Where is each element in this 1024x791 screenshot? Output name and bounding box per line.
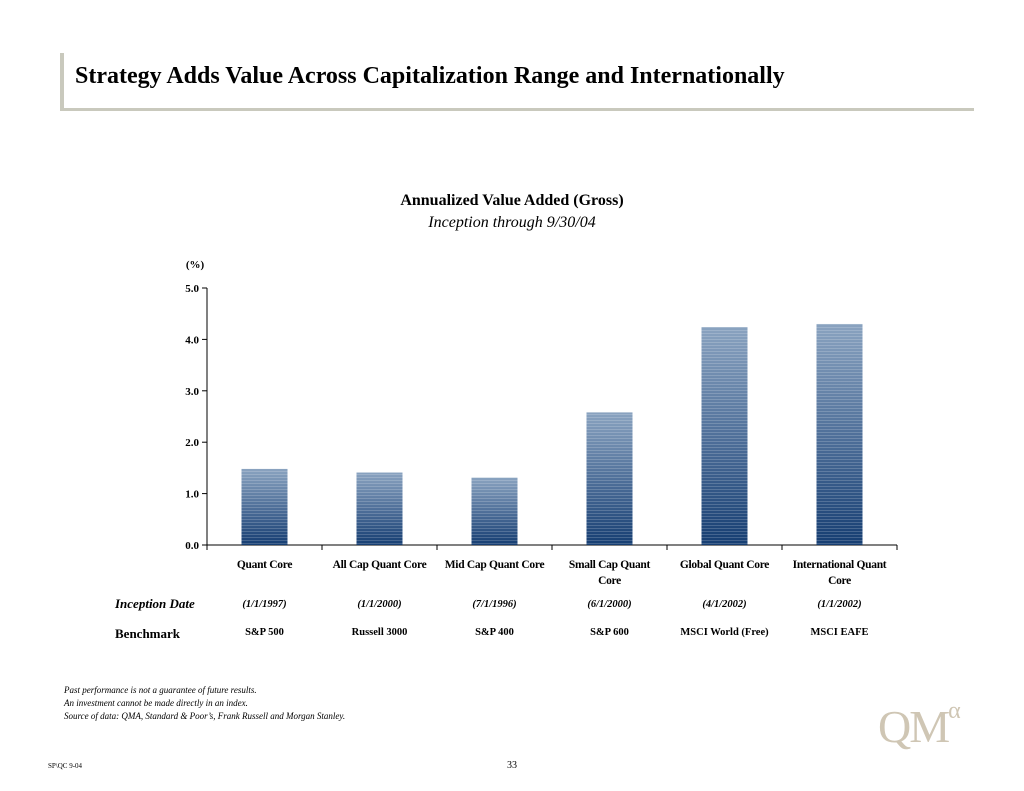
- footnote-2: An investment cannot be made directly in…: [64, 698, 248, 708]
- footnote-1: Past performance is not a guarantee of f…: [64, 685, 257, 695]
- inception-date: (1/1/2002): [817, 599, 861, 610]
- page-number: 33: [507, 760, 517, 771]
- benchmark: MSCI EAFE: [810, 627, 868, 638]
- x-category-label: All Cap Quant Core: [333, 559, 427, 571]
- title-accent-bottom: [60, 108, 974, 111]
- y-tick-label: 5.0: [185, 283, 199, 295]
- benchmark: Russell 3000: [352, 627, 408, 638]
- page-title: Strategy Adds Value Across Capitalizatio…: [75, 63, 785, 89]
- benchmark: S&P 500: [245, 627, 284, 638]
- x-category-label: Quant Core: [237, 559, 292, 571]
- title-accent-left: [60, 53, 64, 111]
- x-category-label: Global Quant Core: [680, 559, 769, 571]
- y-tick-label: 1.0: [185, 489, 199, 501]
- document-code: SP\QC 9-04: [48, 762, 83, 770]
- bar-texture: [356, 472, 403, 545]
- bar-chart: (%) 0.0 1.0 2.0 3.0 4.0 5.0 Quant Core (1/1/1997…: [185, 259, 898, 638]
- inception-date: (4/1/2002): [702, 599, 746, 610]
- inception-date: (7/1/1996): [472, 599, 516, 610]
- benchmark: S&P 400: [475, 627, 514, 638]
- y-tick-label: 0.0: [185, 540, 199, 552]
- bar-texture: [586, 412, 633, 545]
- benchmark: S&P 600: [590, 627, 629, 638]
- bar-texture: [816, 323, 863, 545]
- inception-date: (1/1/2000): [357, 599, 401, 610]
- y-tick-label: 2.0: [185, 437, 199, 449]
- y-tick-label: 3.0: [185, 386, 199, 398]
- benchmark-label: Benchmark: [115, 626, 180, 641]
- chart-subtitle: Inception through 9/30/04: [428, 214, 596, 231]
- inception-date: (1/1/1997): [242, 599, 286, 610]
- y-axis-label: (%): [186, 259, 205, 271]
- x-category-label: International Quant: [793, 559, 887, 571]
- benchmark: MSCI World (Free): [680, 627, 769, 638]
- x-category-label: Mid Cap Quant Core: [445, 559, 545, 571]
- title-frame: Strategy Adds Value Across Capitalizatio…: [60, 53, 974, 111]
- bar-texture: [701, 327, 748, 545]
- inception-date: (6/1/2000): [587, 599, 631, 610]
- y-tick-label: 4.0: [185, 334, 199, 346]
- footnote-3: Source of data: QMA, Standard & Poor’s, …: [64, 711, 346, 721]
- x-category-label: Core: [598, 575, 621, 587]
- x-category-label: Core: [828, 575, 851, 587]
- inception-date-label: Inception Date: [115, 596, 195, 611]
- bar-texture: [471, 477, 518, 545]
- bar-texture: [241, 468, 288, 545]
- qma-logo: QMα: [878, 698, 961, 752]
- x-category-label: Small Cap Quant: [569, 559, 651, 571]
- chart-title: Annualized Value Added (Gross): [400, 192, 624, 209]
